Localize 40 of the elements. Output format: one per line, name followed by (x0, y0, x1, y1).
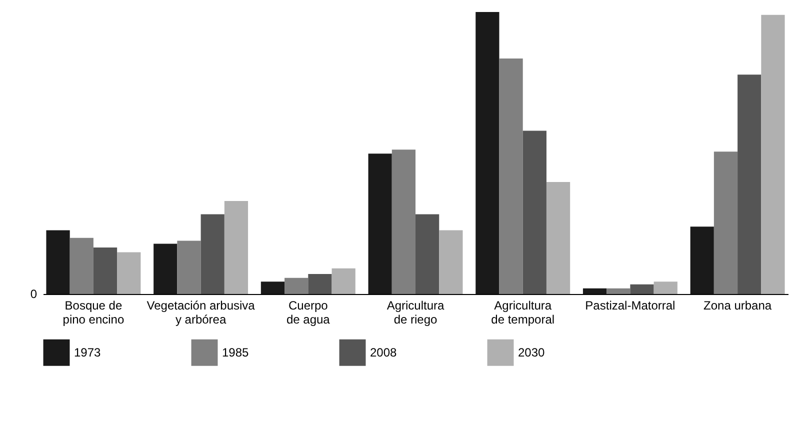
legend-label: 1973 (74, 346, 102, 360)
bar (416, 214, 440, 294)
bar (738, 74, 762, 294)
bar (606, 288, 630, 294)
x-tick-label: Zona urbana (704, 298, 772, 312)
x-tick-label: Cuerpo de agua (286, 298, 330, 326)
bar (93, 247, 118, 294)
x-tick-label: Vegetación arbusiva y arbórea (146, 298, 256, 326)
bar (260, 282, 285, 294)
bar (46, 230, 70, 294)
bar (332, 268, 356, 294)
bar (200, 214, 224, 294)
bar (630, 284, 654, 294)
bar (117, 252, 141, 294)
legend-label: 2030 (518, 346, 546, 360)
bar (499, 58, 523, 294)
x-tick-label: Bosque de pino encino (62, 298, 124, 326)
bar (70, 238, 94, 294)
legend-label: 2008 (370, 346, 398, 360)
bar (154, 244, 178, 294)
bar (690, 226, 714, 294)
bar (761, 14, 785, 294)
x-tick-label: Pastizal-Matorral (585, 298, 676, 312)
bar (224, 200, 248, 294)
x-tick-label: Agricultura de temporal (491, 298, 555, 326)
bar (439, 230, 463, 294)
bar (476, 12, 500, 294)
bar (546, 182, 570, 294)
bar (654, 282, 678, 294)
legend-label: 1985 (222, 346, 250, 360)
bar (522, 130, 546, 294)
bar (714, 152, 738, 294)
bar (177, 240, 201, 294)
bar (308, 274, 332, 294)
bar (368, 154, 392, 294)
text: 0 (30, 287, 38, 301)
bar (582, 288, 607, 294)
bar (392, 150, 416, 294)
bar (284, 278, 308, 294)
x-tick-label: Agricultura de riego (386, 298, 445, 326)
